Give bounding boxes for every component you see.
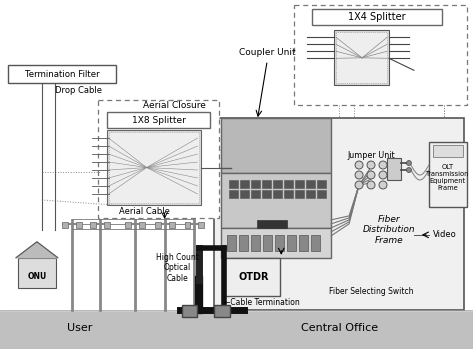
Text: Central Office: Central Office [301,322,378,333]
Bar [287,235,296,251]
Bar [107,112,210,128]
Bar [312,9,442,25]
Bar [228,235,237,251]
Bar [0,0,473,310]
Bar [90,222,96,228]
Text: 1X8 Splitter: 1X8 Splitter [132,116,185,125]
Text: Jumper Unit: Jumper Unit [347,150,395,159]
Circle shape [367,181,375,189]
Bar [311,235,320,251]
Bar [125,222,131,228]
Bar [299,235,308,251]
Bar [0,310,473,349]
Bar [221,228,331,258]
Bar [155,222,161,228]
Bar [8,65,116,83]
Bar [239,235,248,251]
Circle shape [406,168,411,172]
Polygon shape [16,242,58,258]
Bar [334,30,389,85]
Bar [284,190,293,198]
Bar [433,145,463,157]
Bar [107,130,201,205]
Bar [18,258,56,288]
Circle shape [379,161,387,169]
Text: ←Cable Termination: ←Cable Termination [224,298,300,307]
Circle shape [379,171,387,179]
Bar [262,180,271,188]
Bar [262,190,271,198]
Bar [214,305,230,317]
Bar [251,180,260,188]
Bar [229,180,238,188]
Bar [240,180,249,188]
Bar [182,305,198,317]
Bar [387,158,401,180]
Circle shape [379,181,387,189]
Bar [251,235,260,251]
Text: User: User [67,322,92,333]
Bar [138,222,145,228]
Bar [184,222,191,228]
Bar [214,118,464,310]
Circle shape [355,171,363,179]
Circle shape [367,171,375,179]
Circle shape [355,181,363,189]
Text: Aerial Cable: Aerial Cable [119,207,170,216]
Bar [275,235,284,251]
Bar [317,180,326,188]
Bar [295,190,304,198]
Bar [251,190,260,198]
Bar [336,32,387,83]
Bar [317,190,326,198]
Bar [294,6,467,105]
Text: Fiber Selecting Switch: Fiber Selecting Switch [329,287,414,296]
Bar [229,190,238,198]
Bar [240,190,249,198]
Bar [109,132,200,203]
Text: Termination Filter: Termination Filter [25,70,99,79]
Text: Aerial Closure: Aerial Closure [143,101,206,110]
Bar [257,220,287,228]
Bar [76,222,82,228]
Bar [104,222,109,228]
Bar [306,180,315,188]
Bar [221,173,331,228]
Circle shape [355,161,363,169]
Bar [62,222,68,228]
Bar [98,100,219,218]
Circle shape [406,161,411,165]
Text: Coupler Unit: Coupler Unit [239,48,296,57]
Bar [284,180,293,188]
Text: OLT
Transmission
Equipment
Frame: OLT Transmission Equipment Frame [426,164,470,192]
Circle shape [367,161,375,169]
Bar [169,222,174,228]
Bar [199,222,204,228]
Text: Drop Cable: Drop Cable [55,86,102,95]
Text: Fiber
Distribution
Frame: Fiber Distribution Frame [363,215,415,245]
Text: 1X4 Splitter: 1X4 Splitter [348,13,406,22]
Text: High Count
Optical
Cable: High Count Optical Cable [156,253,199,283]
Bar [221,118,331,173]
Bar [263,235,272,251]
Bar [429,142,467,207]
Text: Video: Video [433,230,456,239]
Bar [295,180,304,188]
Bar [226,258,280,296]
Bar [273,190,282,198]
Bar [273,180,282,188]
Text: ONU: ONU [27,272,46,281]
Text: OTDR: OTDR [238,272,269,282]
Bar [306,190,315,198]
